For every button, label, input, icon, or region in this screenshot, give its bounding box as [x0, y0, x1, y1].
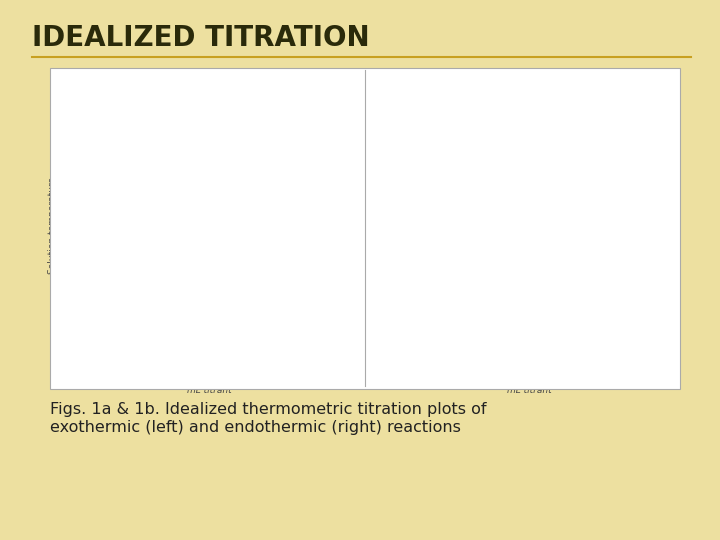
- Text: IDEALIZED TITRATION: IDEALIZED TITRATION: [32, 24, 370, 52]
- Text: mL titrant: mL titrant: [187, 386, 232, 395]
- Text: Endpoint: Endpoint: [585, 200, 595, 240]
- Text: Solution temperature: Solution temperature: [48, 177, 58, 274]
- Text: mL titrant: mL titrant: [507, 386, 552, 395]
- Text: Figs. 1a & 1b. Idealized thermometric titration plots of
exothermic (left) and e: Figs. 1a & 1b. Idealized thermometric ti…: [50, 402, 487, 435]
- Text: Endpoint: Endpoint: [220, 192, 229, 232]
- Text: Solution temperature: Solution temperature: [364, 177, 374, 274]
